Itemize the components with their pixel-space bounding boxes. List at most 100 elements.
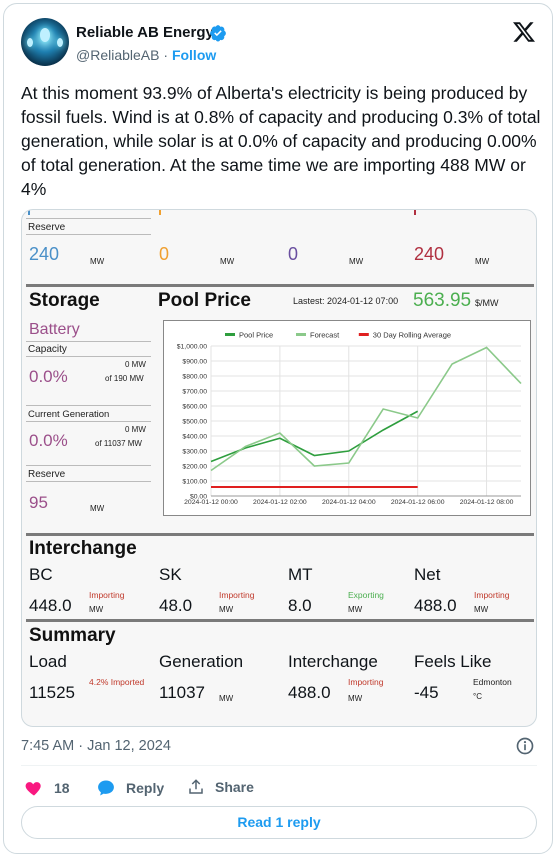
interchange-unit: MW [348,605,363,614]
interchange-unit: MW [89,605,104,614]
summary-note: 4.2% Imported [89,677,145,687]
reserve-unit: MW [220,257,235,266]
share-label: Share [215,779,254,795]
read-replies-button[interactable]: Read 1 reply [21,806,537,839]
heart-icon [25,782,41,796]
chart-frame [163,320,531,516]
summary-value: 488.0 [288,683,331,702]
reserve-unit: MW [90,257,105,266]
author-name[interactable]: Reliable AB Energy [76,24,214,41]
capacity-label: Capacity [28,344,67,355]
interchange-name: BC [29,565,53,584]
tweet-text: At this moment 93.9% of Alberta's electr… [21,83,541,199]
capacity-pct: 0.0% [29,367,68,386]
summary-name: Generation [159,652,244,671]
legend-swatch [358,333,369,336]
reserve-value: 0 [288,244,299,264]
like-button[interactable]: 18 [24,778,70,798]
y-tick-label: $800.00 [182,374,207,381]
interchange-value: 48.0 [159,596,193,615]
interchange-value: 448.0 [29,596,72,615]
capacity-of: of 190 MW [105,374,144,383]
x-tick-label: 2024-01-12 02:00 [253,499,307,506]
author-handle: @ReliableAB · Follow [76,47,217,63]
interchange-status: Importing [89,590,125,600]
x-tick-label: 2024-01-12 04:00 [322,499,376,506]
summary-note: Importing [348,677,384,687]
summary-note: Edmonton [473,677,512,687]
summary-value: 11525 [29,683,76,702]
pool-price-lastest: Lastest: 2024-01-12 07:00 [293,296,399,306]
current-gen-mw: 0 MW [125,425,146,434]
legend-label: Forecast [310,331,340,340]
reserve-unit: MW [475,257,490,266]
summary-value: 11037 [159,683,206,702]
energy-dashboard: Reserve 240 MW 0 MW 0 MW 240 MW Storage Pool Pr… [22,210,536,726]
y-tick-label: $700.00 [182,389,207,396]
x-tick-label: 2024-01-12 00:00 [184,499,238,506]
avatar[interactable] [21,18,69,66]
pool-price-value: 563.95 [413,290,472,311]
pool-price-chart: $0.00 $100.00 $200.00 $300.00 $400.00 $500.00… [163,320,531,516]
y-tick-label: $900.00 [182,359,207,366]
reserve-value: 240 [414,244,445,264]
interchange-name: SK [159,565,182,584]
pool-price-title: Pool Price [158,290,251,311]
legend-swatch [296,333,306,336]
y-tick-label: $0.00 [190,494,207,501]
interchange-value: 8.0 [288,596,312,615]
interchange-name: MT [288,565,313,584]
summary-unit: °C [473,692,482,701]
legend-swatch [225,333,235,336]
y-tick-label: $600.00 [182,404,207,411]
info-icon[interactable] [515,736,535,756]
y-tick-label: $100.00 [182,479,207,486]
follow-button[interactable]: Follow [171,47,217,63]
storage-title: Storage [29,290,100,311]
summary-unit: MW [219,694,234,703]
current-gen-label: Current Generation [28,409,110,420]
interchange-name: Net [414,565,441,584]
reserve-label: Reserve [28,222,66,233]
reply-bubble-icon [98,780,114,796]
like-count: 18 [54,780,70,796]
reserve-unit: MW [349,257,364,266]
pool-price-unit: $/MW [475,298,499,308]
share-button[interactable]: Share [187,778,254,796]
current-gen-pct: 0.0% [29,431,68,450]
summary-name: Feels Like [414,652,492,671]
tweet-card: Reliable AB Energy @ReliableAB · Follow … [3,3,553,854]
interchange-unit: MW [474,605,489,614]
summary-unit: MW [348,694,363,703]
interchange-unit: MW [219,605,234,614]
reserve-value: 0 [159,244,170,264]
interchange-status: Importing [219,590,255,600]
interchange-title: Interchange [29,538,137,559]
x-tick-label: 2024-01-12 06:00 [391,499,445,506]
post-timestamp[interactable]: 7:45 AM · Jan 12, 2024 [21,738,171,754]
x-logo-icon[interactable] [512,20,536,44]
interchange-status: Exporting [348,590,384,600]
y-tick-label: $500.00 [182,419,207,426]
reserve-value: 240 [29,244,60,264]
storage-reserve-label: Reserve [28,469,66,480]
interchange-value: 488.0 [414,596,457,615]
y-tick-label: $200.00 [182,464,207,471]
y-tick-label: $1,000.00 [177,344,207,351]
current-gen-of: of 11037 MW [95,439,142,448]
reply-label: Reply [126,780,165,796]
y-tick-label: $400.00 [182,434,207,441]
tweet-image[interactable]: Reserve 240 MW 0 MW 0 MW 240 MW Storage Pool Pr… [21,209,537,727]
x-tick-label: 2024-01-12 08:00 [460,499,514,506]
summary-value: -45 [414,683,439,702]
storage-reserve-value: 95 [29,493,48,512]
y-tick-label: $300.00 [182,449,207,456]
storage-reserve-unit: MW [90,504,105,513]
legend-label: Pool Price [239,331,273,340]
summary-name: Load [29,652,67,671]
series-line-forecast [210,346,522,472]
reply-button[interactable]: Reply [96,778,164,798]
verified-badge-icon [210,25,226,42]
series-line-pool-price [210,410,419,463]
interchange-status: Importing [474,590,510,600]
